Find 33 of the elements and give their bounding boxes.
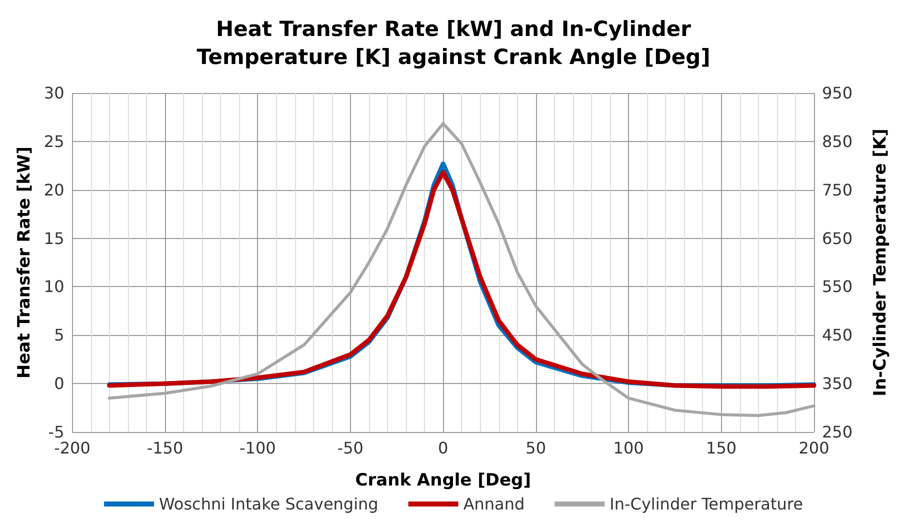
y2-axis-title: In-Cylinder Temperature [K] <box>870 128 890 396</box>
y-tick-label: 25 <box>44 132 64 151</box>
y2-tick-label: 850 <box>822 132 853 151</box>
x-tick-label: -150 <box>146 438 184 458</box>
y-tick-label: 20 <box>44 180 64 200</box>
y2-tick-label: 350 <box>822 374 853 394</box>
line-series <box>108 122 816 418</box>
y-tick-label: 10 <box>44 277 64 296</box>
y-tick-label: 5 <box>54 326 64 345</box>
y-tick-label: -5 <box>48 422 64 442</box>
x-tick-label: 0 <box>438 438 448 458</box>
x-tick-label: 50 <box>526 438 546 458</box>
y-tick-label: 15 <box>44 228 64 248</box>
y2-tick-label: 950 <box>822 84 853 102</box>
x-tick-label: -50 <box>337 438 364 458</box>
chart-title: Heat Transfer Rate [kW] and In-Cylinder Temperature [K] against Crank Angle [Deg] <box>196 17 710 69</box>
y-axis-title: Heat Transfer Rate [kW] <box>14 146 34 379</box>
y2-tick-label: 250 <box>822 422 853 442</box>
y2-tick-label: 450 <box>822 326 853 345</box>
legend-label: Annand <box>463 494 525 514</box>
x-tick-label: -200 <box>54 438 90 458</box>
x-tick-label: 150 <box>706 438 737 458</box>
legend-label: In-Cylinder Temperature <box>610 494 803 514</box>
y2-tick-label: 650 <box>822 228 853 248</box>
x-tick-label: 100 <box>613 438 644 458</box>
y-tick-label: 30 <box>44 84 64 102</box>
y2-tick-label: 550 <box>822 277 853 296</box>
y-tick-label: 0 <box>54 374 64 394</box>
x-axis-title: Crank Angle [Deg] <box>355 470 531 490</box>
x-tick-label: 200 <box>798 438 830 458</box>
y2-tick-label: 750 <box>822 180 853 200</box>
x-tick-label: -100 <box>240 438 276 458</box>
legend-label: Woschni Intake Scavenging <box>159 494 378 514</box>
